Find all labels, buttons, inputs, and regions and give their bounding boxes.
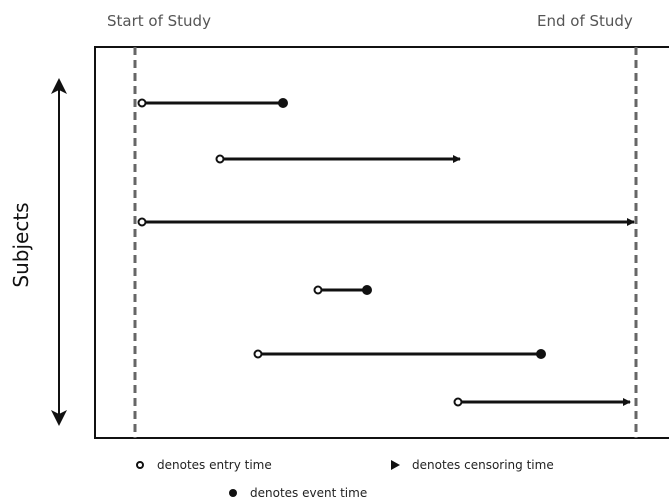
subject-1 [137, 98, 288, 108]
end-label: End of Study [537, 12, 633, 30]
legend-censor-icon [391, 460, 400, 470]
subject-2 [215, 154, 461, 164]
subject-4 [313, 285, 372, 295]
subject-3 [137, 217, 635, 227]
legend-entry-icon [136, 461, 144, 469]
legend-label: denotes event time [250, 486, 367, 500]
legend-event-icon [229, 489, 237, 497]
study-frame [94, 46, 669, 439]
subject-5 [253, 349, 546, 359]
legend-label: denotes censoring time [412, 458, 554, 472]
start-label: Start of Study [107, 12, 211, 30]
subject-6 [453, 397, 631, 407]
legend-label: denotes entry time [157, 458, 272, 472]
axis-label: Subjects [9, 202, 33, 287]
